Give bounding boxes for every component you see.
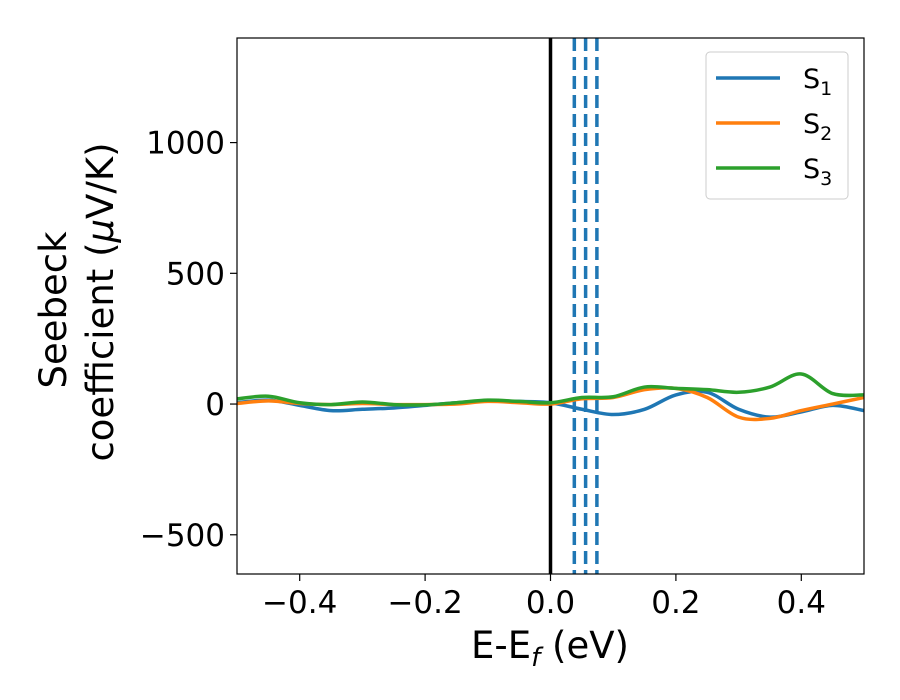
series-line-s3 — [237, 372, 864, 407]
y-tick-label: 1000 — [146, 126, 225, 162]
legend-label-s2: S2 — [803, 109, 832, 145]
x-axis-label: E-Ef (eV) — [471, 624, 629, 673]
x-tick-label: 0.4 — [777, 585, 826, 621]
series-lines — [237, 372, 864, 422]
x-tick-label: −0.4 — [262, 585, 337, 621]
y-tick-label: 0 — [205, 387, 225, 423]
legend: S1 S2 S3 — [705, 51, 849, 200]
x-tick-label: 0.2 — [651, 585, 700, 621]
x-tick-label: −0.2 — [387, 585, 462, 621]
y-axis: −500 0 500 1000 — [140, 126, 237, 554]
legend-label-s1: S1 — [803, 64, 832, 100]
y-tick-label: 500 — [166, 256, 225, 292]
x-axis: −0.4 −0.2 0.0 0.2 0.4 — [262, 574, 826, 621]
y-tick-label: −500 — [140, 518, 225, 554]
legend-label-s3: S3 — [803, 154, 832, 190]
reference-lines — [548, 38, 599, 574]
y-axis-label-line1: Seebeck — [32, 231, 75, 389]
y-axis-label-line2: coefficient (μV/K) — [79, 142, 122, 461]
x-tick-label: 0.0 — [526, 585, 575, 621]
legend-box — [705, 51, 849, 200]
